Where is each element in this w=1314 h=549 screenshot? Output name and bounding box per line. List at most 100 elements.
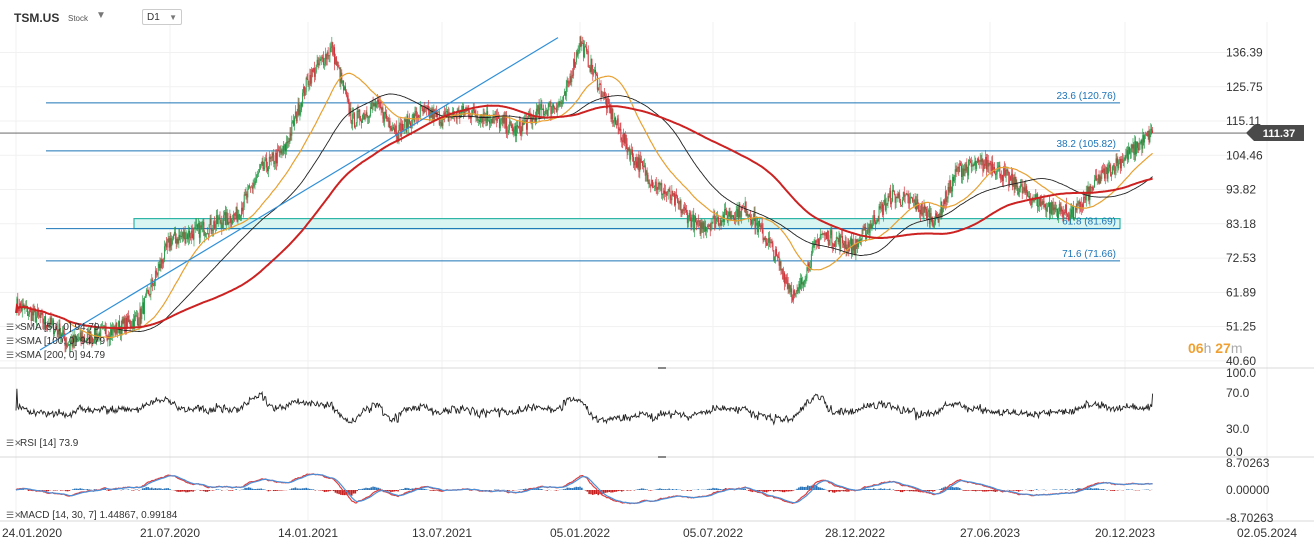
candle-body: [127, 315, 129, 322]
candle-body: [372, 102, 374, 104]
macd-hist-bar: [402, 489, 405, 490]
symbol-dropdown-caret-icon[interactable]: ▼: [96, 10, 106, 21]
candle-body: [923, 205, 925, 213]
candle-body: [965, 164, 967, 171]
candle-body: [765, 238, 767, 243]
macd-hist-bar: [395, 490, 398, 492]
candle-body: [685, 208, 687, 211]
candle-body: [508, 121, 510, 131]
candle-body: [466, 109, 468, 111]
candle-body: [81, 335, 83, 342]
candle-body: [1122, 161, 1124, 163]
candle-body: [936, 214, 938, 218]
legend-sma50[interactable]: ☰✕SMA [50, 0] 94.79: [6, 322, 100, 333]
legend-settings-icon[interactable]: ☰✕: [6, 510, 22, 520]
candle-body: [844, 241, 846, 248]
candle-body: [405, 120, 407, 133]
legend-rsi[interactable]: ☰✕RSI [14] 73.9: [6, 438, 78, 449]
symbol-label[interactable]: TSM.US: [14, 11, 60, 25]
rsi-tick-label: 70.0: [1226, 386, 1250, 400]
macd-hist-bar: [799, 486, 802, 490]
candle-body: [214, 221, 216, 228]
candle-body: [997, 166, 999, 169]
legend-settings-icon[interactable]: ☰✕: [6, 336, 22, 346]
candle-body: [248, 185, 250, 189]
candle-body: [1132, 144, 1134, 149]
candle-body: [770, 241, 772, 243]
candle-body: [775, 249, 777, 256]
candle-body: [426, 106, 428, 110]
candle-body: [293, 120, 295, 126]
legend-settings-icon[interactable]: ☰✕: [6, 350, 22, 360]
candle-body: [623, 133, 625, 143]
candle-body: [874, 215, 876, 222]
candle-body: [489, 122, 491, 124]
macd-hist-bar: [622, 490, 625, 491]
macd-hist-bar: [562, 489, 565, 490]
timeframe-select[interactable]: D1 ▼: [142, 9, 182, 25]
candle-body: [181, 235, 183, 237]
candle-body: [872, 220, 874, 225]
macd-hist-bar: [93, 489, 96, 490]
macd-hist-bar: [329, 490, 331, 492]
candle-body: [667, 189, 669, 194]
legend-settings-icon[interactable]: ☰✕: [6, 322, 22, 332]
candle-body: [979, 160, 981, 162]
candle-body: [1015, 177, 1017, 187]
candle-body: [474, 111, 476, 116]
candle-body: [631, 149, 633, 153]
macd-hist-bar: [821, 488, 823, 490]
candle-body: [746, 213, 748, 216]
candle-body: [542, 108, 544, 110]
candle-body: [638, 157, 640, 172]
macd-hist-bar: [244, 487, 246, 490]
candle-body: [337, 61, 339, 68]
candle-body: [769, 241, 771, 243]
candle-body: [959, 163, 961, 173]
candle-body: [762, 230, 764, 241]
macd-hist-bar: [366, 488, 369, 490]
legend-settings-icon[interactable]: ☰✕: [6, 438, 22, 448]
candle-body: [437, 111, 439, 113]
legend-sma200[interactable]: ☰✕SMA [200, 0] 94.79: [6, 350, 105, 361]
candle-body: [105, 328, 107, 337]
macd-hist-bar: [1090, 488, 1092, 490]
candle-body: [924, 205, 926, 210]
candle-body: [190, 230, 192, 238]
candle-body: [1107, 167, 1109, 179]
candle-body: [530, 116, 532, 118]
candle-body: [860, 239, 862, 240]
macd-hist-bar: [350, 490, 353, 496]
macd-hist-bar: [591, 490, 594, 495]
candle-body: [88, 331, 90, 344]
macd-hist-bar: [154, 488, 157, 490]
candle-body: [1098, 174, 1100, 184]
legend-macd[interactable]: ☰✕MACD [14, 30, 7] 1.44867, 0.99184: [6, 510, 177, 521]
candle-body: [335, 57, 337, 65]
candle-body: [243, 194, 245, 208]
candle-body: [922, 212, 924, 215]
candle-body: [935, 213, 937, 218]
macd-hist-bar: [65, 490, 67, 492]
candle-body: [628, 148, 630, 150]
candle-body: [260, 164, 262, 166]
candle-body: [164, 246, 166, 260]
price-tick-label: 115.11: [1226, 114, 1261, 128]
candle-body: [927, 211, 929, 221]
candle-body: [488, 120, 490, 122]
candle-body: [196, 224, 198, 226]
candle-body: [1033, 200, 1035, 202]
macd-hist-bar: [595, 490, 598, 494]
candle-body: [114, 326, 116, 334]
candle-body: [749, 214, 751, 217]
macd-hist-bar: [179, 490, 182, 492]
candle-body: [719, 219, 721, 225]
candle-body: [1130, 144, 1132, 153]
candle-body: [189, 237, 191, 239]
candle-body: [747, 213, 749, 217]
macd-hist-bar: [989, 490, 991, 492]
candle-body: [669, 190, 671, 199]
macd-hist-bar: [686, 490, 689, 491]
legend-sma100[interactable]: ☰✕SMA [100, 0] 94.79: [6, 336, 105, 347]
